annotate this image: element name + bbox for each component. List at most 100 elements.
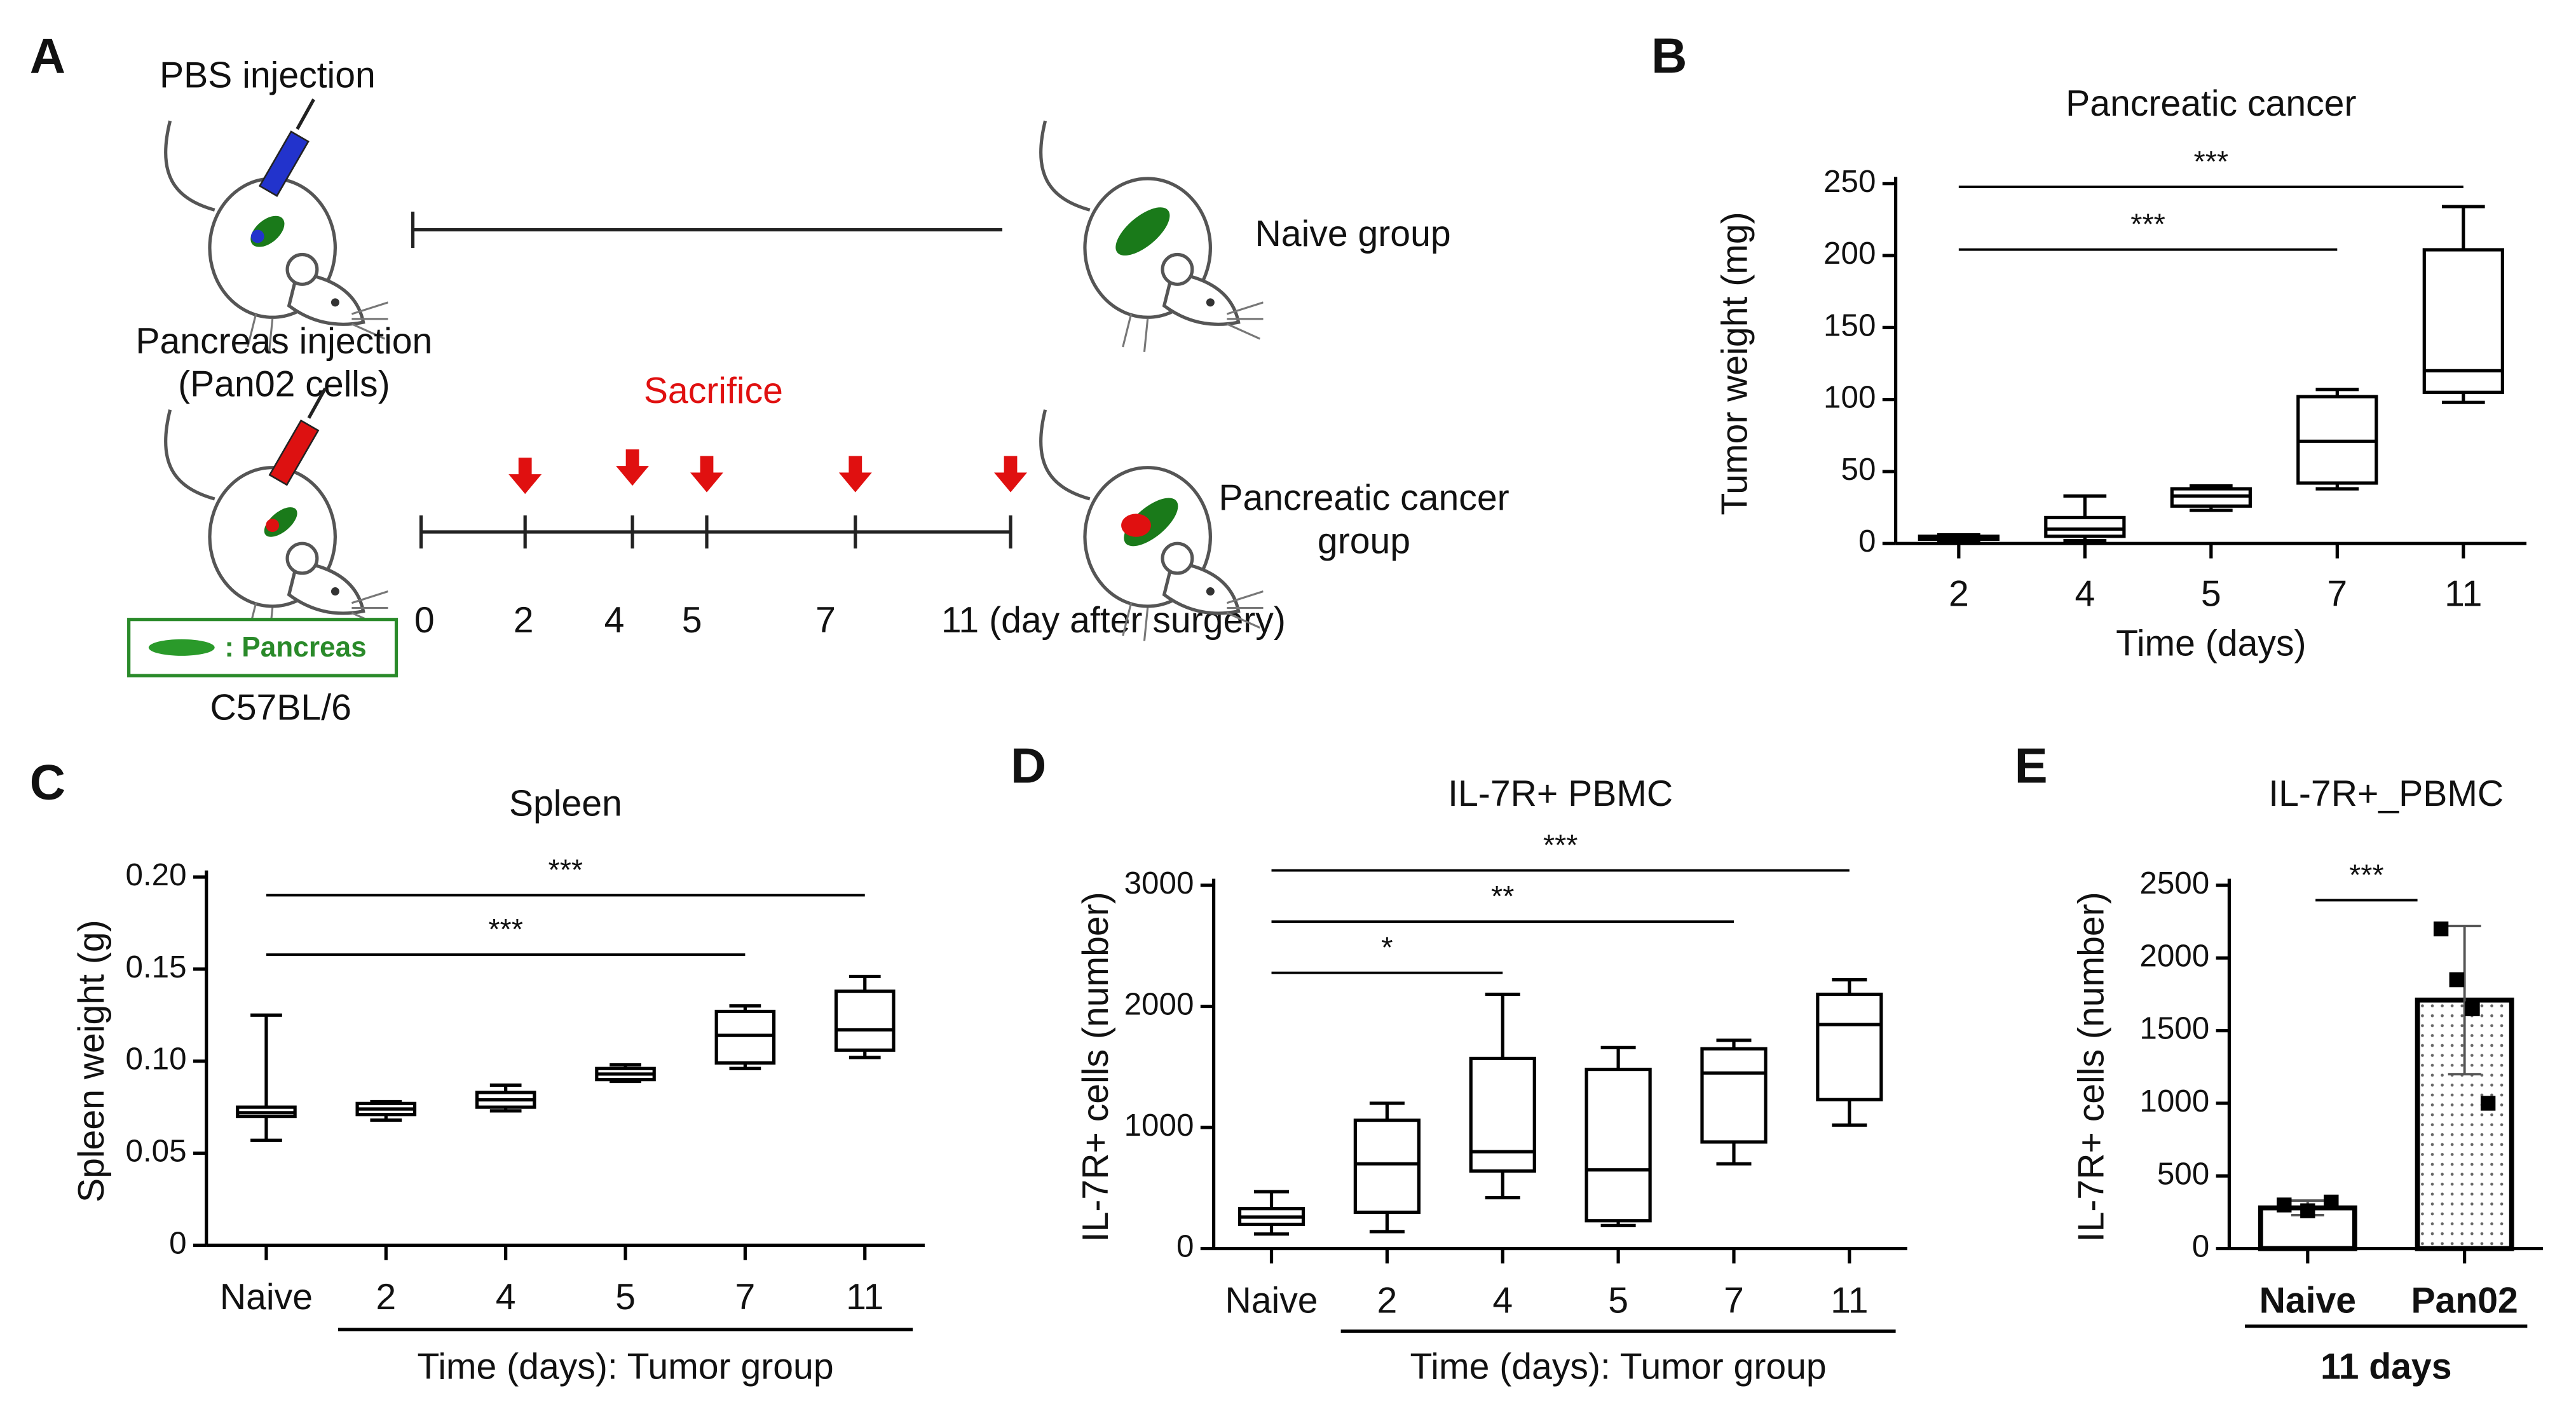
data-point: [2465, 1001, 2480, 1017]
panel-letter: C: [30, 754, 65, 810]
panel-letter: A: [30, 28, 65, 84]
y-tick-label: 50: [1841, 452, 1876, 487]
timeline: [419, 515, 1012, 548]
chart-title: Spleen: [509, 783, 622, 824]
day-label: 0: [414, 600, 435, 641]
y-tick-label: 0: [1858, 524, 1876, 559]
y-axis-label: IL-7R+ cells (number): [1075, 892, 1116, 1242]
y-tick-label: 2000: [1124, 987, 1194, 1022]
box: [1353, 1119, 1421, 1215]
label: PBS injection: [160, 55, 376, 96]
x-tick-label: Naive: [1225, 1280, 1318, 1321]
x-tick-label: 11: [1830, 1280, 1868, 1321]
y-tick-label: 1000: [2139, 1084, 2209, 1119]
syringe: [258, 130, 310, 197]
day-label: 7: [815, 600, 836, 641]
panel-letter: D: [1011, 738, 1046, 794]
injection: [250, 229, 264, 243]
significance-label: ***: [2194, 145, 2229, 178]
syringe: [307, 387, 327, 419]
box: [1469, 1056, 1536, 1173]
sacrifice-arrows: [508, 449, 1028, 494]
y-tick-label: 0.20: [126, 857, 187, 892]
y-tick-label: 150: [1823, 308, 1876, 343]
y-tick-label: 100: [1823, 380, 1876, 415]
y-tick-label: 0.15: [126, 950, 187, 984]
x-tick-label: 2: [1949, 573, 1969, 614]
significance-label: ***: [488, 913, 523, 946]
data-point: [2300, 1203, 2315, 1218]
label: Pancreas injection: [135, 321, 432, 362]
data-point: [2433, 921, 2449, 937]
box: [834, 990, 896, 1052]
day-label: 5: [682, 600, 702, 641]
y-axis-label: Tumor weight (mg): [1714, 212, 1755, 515]
panel-letter: E: [2015, 738, 2048, 794]
injection: [266, 519, 280, 533]
x-tick-label: 7: [2327, 573, 2347, 614]
significance-label: **: [1491, 880, 1514, 913]
box: [1816, 992, 1883, 1101]
label: (Pan02 cells): [178, 364, 390, 404]
box: [714, 1009, 776, 1065]
pancreas: [1115, 207, 1170, 256]
chart-title: Pancreatic cancer: [2066, 83, 2356, 124]
x-tick-label: 11: [846, 1277, 883, 1317]
x-tick-label: 5: [615, 1277, 636, 1317]
significance-label: ***: [1543, 829, 1578, 862]
y-tick-label: 3000: [1124, 866, 1194, 901]
x-tick-label: Naive: [2259, 1280, 2356, 1321]
x-tick-label: 7: [1724, 1280, 1744, 1321]
label: Naive group: [1255, 214, 1451, 254]
y-tick-label: 1500: [2139, 1011, 2209, 1046]
day-label: 2: [514, 600, 534, 641]
y-axis-label: Spleen weight (g): [71, 920, 112, 1202]
box: [1700, 1047, 1768, 1144]
data-point: [2449, 972, 2464, 988]
x-axis-label: 11 days: [2320, 1346, 2452, 1387]
y-axis-label: IL-7R+ cells (number): [2071, 892, 2111, 1242]
label: Pancreatic cancer: [1218, 478, 1509, 519]
y-tick-label: 2500: [2139, 866, 2209, 901]
y-tick-label: 200: [1823, 236, 1876, 271]
x-axis-label: Time (days): Tumor group: [1410, 1346, 1827, 1387]
label: C57BL/6: [210, 688, 351, 728]
day-label: 4: [604, 600, 625, 641]
legend-label: : Pancreas: [224, 632, 366, 663]
x-tick-label: 11: [2444, 573, 2482, 614]
tumor: [1121, 514, 1151, 537]
legend-pancreas: [148, 639, 215, 656]
y-tick-label: 0: [1176, 1229, 1194, 1264]
label: Sacrifice: [644, 371, 783, 411]
significance-label: ***: [2349, 858, 2384, 891]
significance-label: ***: [2130, 208, 2165, 241]
box: [1584, 1067, 1652, 1223]
y-tick-label: 250: [1823, 164, 1876, 199]
x-tick-label: 4: [496, 1277, 516, 1317]
panel-letter: B: [1651, 28, 1687, 84]
box: [2044, 515, 2126, 538]
x-tick-label: 5: [2201, 573, 2221, 614]
x-tick-label: Naive: [220, 1277, 313, 1317]
y-tick-label: 0: [169, 1225, 186, 1260]
y-tick-label: 0.10: [126, 1042, 187, 1077]
significance-label: *: [1381, 931, 1393, 964]
y-tick-label: 500: [2157, 1156, 2209, 1191]
x-axis-label: Time (days): [2116, 623, 2307, 664]
x-tick-label: Pan02: [2411, 1280, 2518, 1321]
data-point: [2277, 1197, 2292, 1213]
x-tick-label: 4: [2075, 573, 2095, 614]
x-tick-label: 7: [735, 1277, 755, 1317]
syringe: [296, 99, 315, 130]
box: [2422, 248, 2504, 394]
y-tick-label: 1000: [1124, 1108, 1194, 1143]
x-tick-label: 2: [376, 1277, 396, 1317]
data-point: [2324, 1194, 2339, 1210]
y-tick-label: 2000: [2139, 938, 2209, 973]
x-tick-label: 2: [1377, 1280, 1397, 1321]
chart-title: IL-7R+_PBMC: [2268, 773, 2504, 814]
label: group: [1318, 521, 1410, 561]
x-tick-label: 5: [1608, 1280, 1628, 1321]
